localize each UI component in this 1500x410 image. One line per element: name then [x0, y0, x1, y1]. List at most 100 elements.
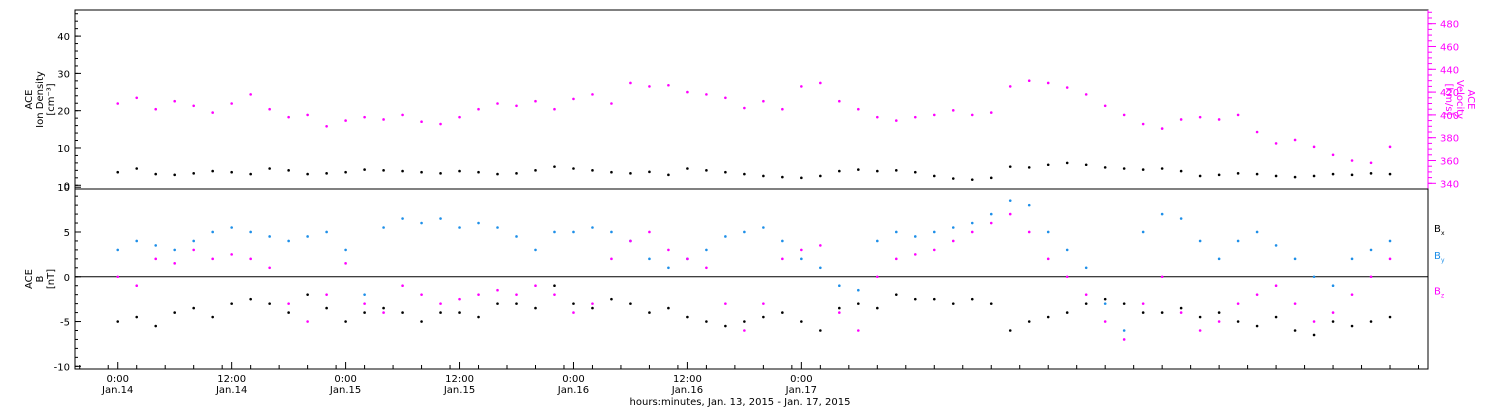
data-point-series-0: [932, 174, 936, 178]
data-point-series-1: [344, 119, 347, 122]
y-tick-label: -5: [60, 318, 70, 329]
data-point-series-1: [762, 99, 765, 103]
y-tick-label: 10: [57, 183, 70, 194]
data-point-series-1: [743, 230, 746, 234]
data-point-series-1: [515, 104, 518, 108]
data-point-series-1: [989, 111, 993, 114]
data-point-series-0: [629, 172, 632, 175]
data-point-series-0: [1388, 172, 1392, 176]
data-point-series-1: [819, 81, 822, 85]
data-point-series-2: [951, 239, 955, 243]
data-point-series-1: [477, 107, 480, 111]
data-point-series-1: [1350, 257, 1354, 261]
data-point-series-2: [154, 257, 158, 261]
data-point-series-0: [382, 169, 385, 172]
data-point-series-0: [762, 315, 765, 319]
data-point-series-2: [800, 248, 803, 252]
y-axis-label: ACE: [24, 269, 35, 289]
data-point-series-1: [458, 226, 461, 229]
data-point-series-1: [192, 239, 195, 243]
legend-entry-subscript: y: [1441, 257, 1445, 264]
data-point-series-1: [876, 239, 879, 243]
data-point-series-0: [154, 172, 158, 176]
y-axis-label: B: [35, 275, 46, 282]
data-point-series-2: [762, 302, 765, 305]
data-point-series-1: [344, 248, 347, 252]
data-point-series-0: [1084, 302, 1088, 305]
data-point-series-1: [1122, 329, 1126, 332]
data-point-series-0: [1046, 315, 1050, 319]
data-point-series-2: [1217, 320, 1221, 323]
data-point-series-1: [1141, 230, 1145, 234]
data-point-series-1: [838, 99, 841, 103]
data-point-series-1: [857, 107, 860, 111]
data-point-series-1: [135, 239, 139, 243]
data-point-series-1: [667, 266, 670, 270]
data-point-series-0: [1350, 324, 1354, 328]
data-point-series-2: [1331, 311, 1335, 314]
data-point-series-2: [287, 302, 290, 305]
data-point-series-1: [1369, 161, 1373, 165]
data-point-series-1: [116, 102, 120, 105]
data-point-series-1: [154, 107, 158, 111]
data-point-series-1: [572, 97, 575, 101]
data-point-series-1: [1065, 86, 1069, 89]
data-point-series-0: [894, 169, 898, 172]
data-point-series-1: [686, 90, 689, 94]
data-point-series-2: [458, 297, 461, 301]
data-point-series-1: [382, 118, 385, 121]
data-point-series-0: [135, 167, 139, 170]
data-point-series-2: [1388, 257, 1392, 261]
data-point-series-1: [1388, 145, 1392, 149]
data-point-series-0: [1293, 329, 1297, 332]
data-point-series-0: [439, 172, 442, 175]
data-point-series-0: [800, 320, 803, 323]
data-point-series-0: [989, 176, 993, 180]
data-point-series-0: [648, 311, 651, 314]
data-point-series-0: [610, 297, 613, 301]
x-tick-date: Jan.14: [101, 385, 133, 396]
data-point-series-1: [591, 226, 594, 229]
data-point-series-0: [800, 176, 803, 180]
data-point-series-2: [382, 311, 385, 314]
data-point-series-0: [534, 306, 537, 310]
data-point-series-0: [819, 174, 822, 178]
data-point-series-1: [325, 124, 328, 128]
data-point-series-0: [287, 311, 290, 314]
data-point-series-1: [401, 217, 404, 220]
data-point-series-0: [989, 302, 993, 305]
data-point-series-1: [515, 235, 518, 238]
data-point-series-0: [515, 302, 518, 305]
data-point-series-1: [629, 81, 632, 85]
right-y-axis-label: Velocity: [1454, 80, 1465, 119]
data-point-series-1: [230, 102, 233, 105]
data-point-series-0: [1255, 172, 1259, 176]
data-point-series-1: [287, 239, 290, 243]
data-point-series-0: [970, 297, 974, 301]
data-point-series-1: [420, 221, 423, 225]
data-point-series-1: [951, 109, 955, 112]
data-point-series-1: [173, 248, 176, 252]
data-point-series-0: [724, 324, 727, 328]
data-point-series-0: [876, 306, 879, 310]
data-point-series-0: [116, 320, 120, 323]
data-point-series-0: [439, 311, 442, 314]
data-point-series-0: [932, 297, 936, 301]
data-point-series-1: [951, 226, 955, 229]
data-point-series-0: [970, 178, 974, 181]
data-point-series-0: [496, 172, 499, 176]
data-point-series-1: [1255, 130, 1259, 134]
data-point-series-0: [1141, 168, 1145, 171]
data-point-series-1: [800, 257, 803, 261]
data-point-series-1: [1046, 81, 1050, 85]
right-y-tick-label: 420: [1440, 88, 1459, 99]
data-point-series-1: [477, 221, 480, 225]
data-point-series-1: [970, 221, 974, 225]
data-point-series-2: [230, 253, 233, 256]
data-point-series-1: [1179, 118, 1183, 121]
data-point-series-1: [420, 120, 423, 124]
data-point-series-2: [913, 253, 917, 256]
data-point-series-1: [306, 113, 309, 117]
x-tick-date: Jan.14: [215, 385, 247, 396]
